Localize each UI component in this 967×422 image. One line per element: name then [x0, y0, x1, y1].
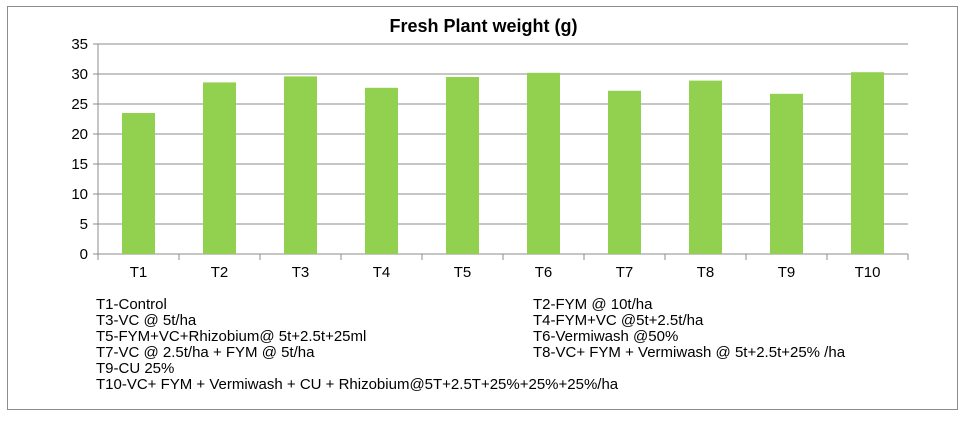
bar-t9	[770, 93, 803, 254]
chart-frame	[7, 6, 958, 410]
bar-t10	[851, 72, 884, 254]
x-tick-label: T8	[697, 264, 715, 281]
x-tick-label: T3	[292, 264, 310, 281]
chart-title: Fresh Plant weight (g)	[389, 16, 578, 36]
y-tick-label: 30	[71, 66, 88, 83]
bar-t8	[689, 80, 722, 254]
y-tick-label: 10	[71, 186, 88, 203]
legend-item: T8-VC+ FYM + Vermiwash @ 5t+2.5t+25% /ha	[533, 344, 846, 361]
bar-t3	[284, 76, 317, 255]
y-tick-label: 35	[71, 36, 88, 53]
legend-item: T7-VC @ 2.5t/ha + FYM @ 5t/ha	[96, 344, 315, 361]
bar-chart: 0 5 10 15 20 25 30 35 T1 T2 T3 T4 T5 T6 T7 T8 T9 T10	[71, 36, 909, 281]
y-tick-label: 0	[80, 246, 88, 263]
y-tick-label: 20	[71, 126, 88, 143]
legend-item: T3-VC @ 5t/ha	[96, 312, 197, 329]
legend-item: T2-FYM @ 10t/ha	[533, 296, 653, 313]
x-tick-label: T6	[535, 264, 553, 281]
legend-item: T10-VC+ FYM + Vermiwash + CU + Rhizobium…	[96, 376, 619, 393]
bar-t5	[446, 77, 479, 254]
x-tick-label: T7	[616, 264, 634, 281]
bar-t1	[122, 113, 155, 254]
x-tick-label: T10	[855, 264, 881, 281]
x-tick-label: T2	[211, 264, 229, 281]
y-tick-label: 5	[80, 216, 88, 233]
x-tick-label: T4	[373, 264, 391, 281]
bar-t4	[365, 87, 398, 254]
bar-t7	[608, 90, 641, 254]
treatment-legend-right: T2-FYM @ 10t/ha T4-FYM+VC @5t+2.5t/ha T6…	[533, 297, 845, 361]
legend-item: T6-Vermiwash @50%	[533, 328, 679, 345]
x-tick-label: T9	[778, 264, 796, 281]
legend-item: T4-FYM+VC @5t+2.5t/ha	[533, 312, 704, 329]
legend-item: T5-FYM+VC+Rhizobium@ 5t+2.5t+25ml	[96, 328, 367, 345]
y-tick-label: 15	[71, 156, 88, 173]
x-tick-label: T1	[130, 264, 148, 281]
treatment-legend-left: T1-Control T3-VC @ 5t/ha T5-FYM+VC+Rhizo…	[96, 297, 618, 393]
bar-t2	[203, 82, 236, 255]
legend-item: T1-Control	[96, 296, 167, 313]
legend-item: T9-CU 25%	[96, 360, 175, 377]
bar-t6	[527, 72, 560, 254]
x-tick-label: T5	[454, 264, 472, 281]
y-tick-label: 25	[71, 96, 88, 113]
